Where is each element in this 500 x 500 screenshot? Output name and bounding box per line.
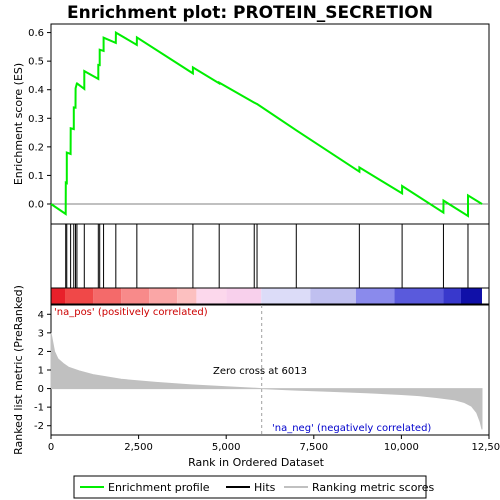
ranking-colorbar <box>50 287 490 305</box>
metric-panel-frame <box>50 304 490 436</box>
hits-panel-frame <box>50 223 490 289</box>
x-axis-ticks: 0 2,500 5,000 7,500 10,000 12,500 <box>48 435 500 453</box>
metric-y-tick-label: -1 <box>34 403 44 414</box>
colorbar-segment <box>394 288 444 304</box>
es-y-tick-label: 0.6 <box>28 28 44 39</box>
colorbar-segment <box>226 288 262 304</box>
es-y-tick-label: 0.4 <box>28 85 44 96</box>
metric-y-tick-label: 1 <box>38 366 44 377</box>
ranking-metric-area <box>50 332 483 430</box>
metric-y-ticks: -2 -1 0 1 2 3 4 <box>34 310 51 432</box>
colorbar-segment <box>310 288 356 304</box>
colorbar-segment <box>149 288 178 304</box>
positive-correlation-label: 'na_pos' (positively correlated) <box>54 307 208 318</box>
x-tick-label: 10,000 <box>384 442 419 453</box>
es-y-axis-label: Enrichment score (ES) <box>12 63 25 185</box>
metric-y-tick-label: 3 <box>38 328 44 339</box>
legend-label-hits: Hits <box>254 481 276 494</box>
es-panel: 0.0 0.1 0.2 0.3 0.4 0.5 0.6 Enrichment score (… <box>12 23 490 225</box>
legend: Enrichment profile Hits Ranking metric s… <box>73 475 434 499</box>
legend-label-ranking-metric: Ranking metric scores <box>312 481 434 494</box>
es-y-ticks: 0.0 0.1 0.2 0.3 0.4 0.5 0.6 <box>28 28 51 211</box>
hits-panel <box>50 223 490 289</box>
enrichment-profile-line <box>50 30 483 218</box>
x-tick-label: 7,500 <box>299 442 328 453</box>
metric-y-tick-label: 0 <box>38 384 44 395</box>
es-y-tick-label: 0.1 <box>28 171 44 182</box>
metric-y-tick-label: -2 <box>34 421 44 432</box>
metric-y-tick-label: 4 <box>38 310 44 321</box>
colorbar-segment <box>93 288 122 304</box>
hit-marks <box>65 224 469 288</box>
x-tick-label: 2,500 <box>124 442 153 453</box>
ranked-metric-panel: -2 -1 0 1 2 3 4 0 2,500 5,000 7,500 10,000 12,500 '… <box>12 285 500 469</box>
colorbar-segment <box>121 288 150 304</box>
es-y-tick-label: 0.2 <box>28 142 44 153</box>
x-tick-label: 12,500 <box>472 442 500 453</box>
legend-label-enrichment-profile: Enrichment profile <box>108 481 210 494</box>
x-tick-label: 5,000 <box>212 442 241 453</box>
es-panel-frame <box>50 23 490 225</box>
colorbar-segment <box>196 288 227 304</box>
x-tick-label: 0 <box>48 442 54 453</box>
es-y-tick-label: 0.0 <box>28 200 44 211</box>
colorbar-segment <box>261 288 311 304</box>
colorbar-frame <box>50 287 490 305</box>
x-axis-label: Rank in Ordered Dataset <box>188 456 325 469</box>
chart-title: Enrichment plot: PROTEIN_SECRETION <box>67 3 433 23</box>
negative-correlation-label: 'na_neg' (negatively correlated) <box>272 423 431 434</box>
es-y-tick-label: 0.5 <box>28 57 44 68</box>
es-y-tick-label: 0.3 <box>28 114 44 125</box>
metric-y-axis-label: Ranked list metric (PreRanked) <box>12 285 25 455</box>
zero-cross-label: Zero cross at 6013 <box>213 366 307 377</box>
metric-y-tick-label: 2 <box>38 347 44 358</box>
colorbar-segment <box>65 288 94 304</box>
colorbar-segment <box>51 288 66 304</box>
colorbar-segment <box>355 288 395 304</box>
colorbar-segment <box>460 288 482 304</box>
colorbar-segment <box>443 288 461 304</box>
colorbar-segment <box>177 288 197 304</box>
